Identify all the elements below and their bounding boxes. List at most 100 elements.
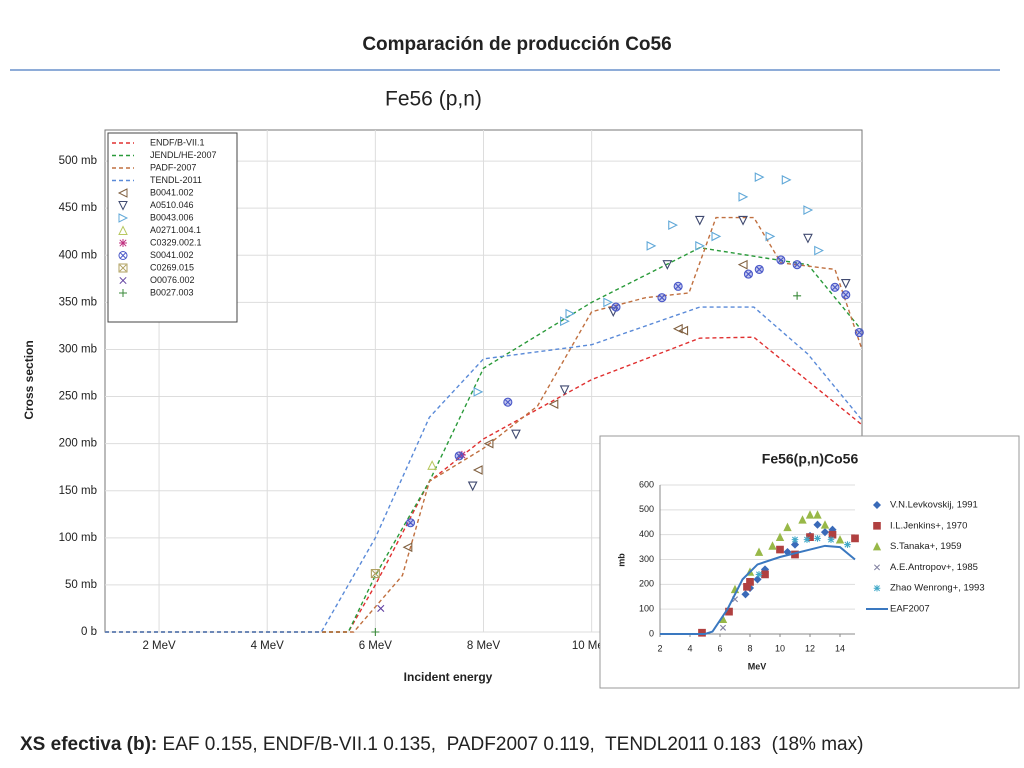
legend-swatch (118, 263, 128, 273)
data-point (467, 481, 478, 492)
y-tick-label: 200 (639, 579, 654, 589)
x-tick-label: 2 (657, 643, 662, 653)
x-axis-label: Incident energy (404, 670, 493, 684)
data-point (711, 231, 722, 242)
legend-label: O0076.002 (150, 275, 195, 285)
data-point (473, 386, 484, 397)
data-point (746, 578, 754, 586)
legend-label: I.L.Jenkins+, 1970 (890, 520, 967, 531)
data-point (803, 536, 811, 543)
data-point (695, 240, 706, 251)
x-tick-label: 8 (747, 643, 752, 653)
chart-title: Fe56 (p,n) (385, 88, 482, 111)
x-tick-label: 14 (835, 643, 845, 653)
chart: Fe56(p,n)Co56 0 100 200 300 400 500 600 2 4 6 8 10 12… (599, 435, 1020, 689)
legend-swatch (874, 564, 880, 571)
data-point (608, 307, 619, 318)
slide-title: Comparación de producción Co56 (362, 34, 671, 55)
legend-swatch (118, 251, 128, 260)
data-point (560, 316, 570, 327)
legend-label: JENDL/HE-2007 (150, 150, 217, 160)
legend-swatch (872, 542, 882, 551)
y-tick-label: 400 (639, 529, 654, 539)
legend-label: EAF2007 (890, 604, 930, 615)
y-tick-label: 500 mb (59, 155, 97, 167)
data-point (427, 460, 438, 470)
data-point (646, 240, 657, 251)
data-point (503, 397, 513, 407)
data-point (840, 278, 851, 289)
x-tick-label: 4 MeV (251, 640, 285, 652)
legend-label: B0041.002 (150, 187, 194, 197)
data-point (835, 535, 845, 544)
data-point (371, 628, 380, 636)
y-tick-label: 300 (639, 554, 654, 564)
data-point (813, 510, 822, 519)
y-tick-label: 0 (649, 628, 654, 638)
data-point (737, 259, 748, 270)
data-point (668, 220, 678, 231)
data-point (743, 269, 754, 279)
data-point (820, 520, 830, 529)
x-tick-label: 4 (687, 643, 692, 653)
data-point (854, 327, 864, 338)
legend-label: B0027.003 (150, 287, 194, 297)
y-tick-label: 500 (639, 504, 654, 514)
y-axis-label: mb (616, 553, 626, 567)
legend-swatch (119, 289, 127, 297)
legend-label: V.N.Levkovskij, 1991 (890, 500, 978, 511)
y-tick-label: 100 (639, 604, 654, 614)
data-point (776, 255, 786, 265)
y-tick-label: 100 mb (59, 532, 97, 544)
y-tick-label: 250 mb (59, 391, 97, 403)
data-point (754, 264, 764, 274)
data-point (483, 438, 494, 449)
data-point (402, 542, 413, 553)
data-point (657, 293, 667, 303)
x-tick-label: 12 (805, 643, 815, 653)
data-point (662, 260, 673, 270)
legend-swatch (873, 522, 881, 530)
data-point (548, 399, 559, 409)
y-tick-label: 600 (639, 479, 654, 489)
data-point (765, 231, 776, 242)
data-point (698, 628, 706, 637)
data-point (761, 570, 769, 579)
data-point (738, 215, 748, 226)
x-tick-label: 6 MeV (359, 640, 393, 652)
data-point (783, 522, 792, 532)
chart-title: Fe56(p,n)Co56 (762, 451, 859, 467)
data-point (792, 260, 802, 270)
data-point (377, 604, 385, 613)
legend-label: S.Tanaka+, 1959 (890, 541, 962, 552)
y-tick-label: 400 mb (59, 249, 97, 261)
legend-label: Zhao Wenrong+, 1993 (890, 583, 985, 594)
data-point (370, 569, 380, 579)
legend-label: A0510.046 (150, 200, 194, 210)
data-point (803, 205, 814, 215)
data-point (841, 290, 851, 300)
data-point (798, 515, 807, 524)
legend-swatch (118, 201, 128, 211)
data-point (741, 590, 750, 599)
x-axis-label: MeV (748, 661, 767, 671)
legend-swatch (118, 225, 128, 235)
data-point (457, 450, 466, 459)
legend-label: TENDL-2011 (150, 175, 202, 185)
series-line (105, 336, 863, 633)
data-point (754, 547, 764, 556)
legend-swatch (872, 500, 882, 510)
data-point (678, 325, 689, 336)
footer: XS efectiva (b): EAF 0.155, ENDF/B-VII.1… (20, 734, 863, 755)
legend-label: A0271.004.1 (150, 225, 201, 235)
y-tick-label: 450 mb (59, 202, 97, 214)
data-point (813, 520, 822, 529)
data-point (768, 541, 777, 550)
footer-label: XS efectiva (b): (20, 734, 157, 755)
legend-swatch (118, 213, 129, 223)
data-point (673, 281, 683, 291)
legend-label: PADF-2007 (150, 162, 196, 172)
data-point (755, 571, 763, 578)
series-line (105, 306, 863, 633)
